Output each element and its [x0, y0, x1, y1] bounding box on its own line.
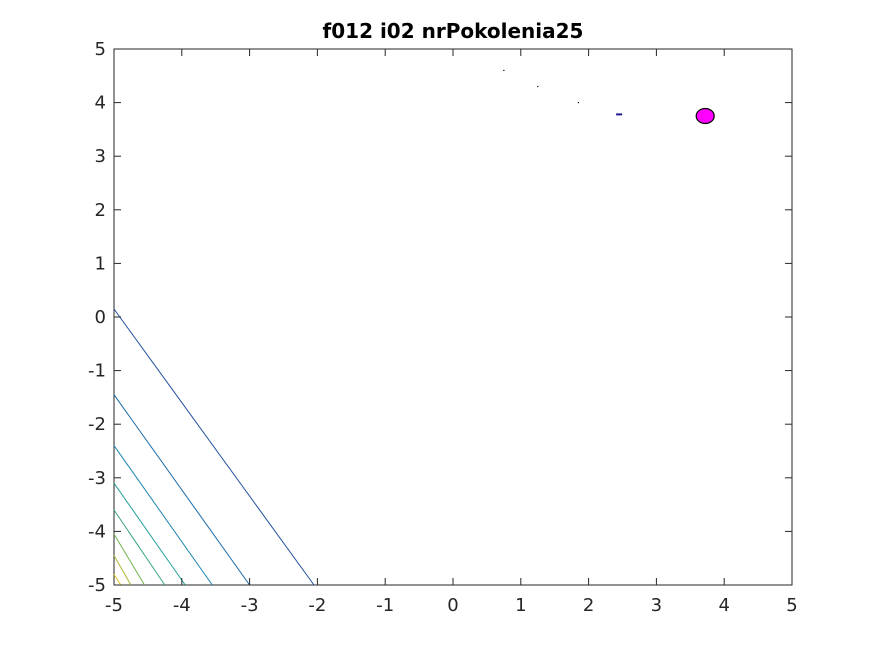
x-tick-label: 0: [447, 595, 458, 616]
contour-line-1: [113, 308, 315, 586]
y-axis: 5 4 3 2 1 0 -1 -2 -3 -4 -5: [88, 39, 792, 596]
population-points: [503, 69, 715, 125]
chart-title: f012 i02 nrPokolenia25: [323, 19, 584, 43]
plot-area: [113, 48, 793, 586]
y-tick-label: -5: [88, 575, 106, 596]
contour-line-2: [113, 394, 251, 586]
y-tick-label: -3: [88, 468, 106, 489]
y-tick-label: 3: [95, 146, 106, 167]
y-tick-label: 4: [95, 93, 106, 114]
contour-line-8: [113, 574, 122, 586]
contour-line-3: [113, 445, 213, 586]
y-tick-label: -4: [88, 521, 106, 542]
population-point-2: [537, 85, 539, 88]
y-tick-label: 2: [95, 200, 106, 221]
x-tick-label: -4: [173, 595, 191, 616]
x-tick-label: -2: [308, 595, 326, 616]
x-tick-label: 1: [515, 595, 526, 616]
y-tick-label: 1: [95, 253, 106, 274]
x-tick-label: 5: [786, 595, 797, 616]
contour-line-6: [113, 533, 145, 586]
y-tick-label: -2: [88, 414, 106, 435]
contour-line-5: [113, 509, 166, 586]
x-tick-label: -3: [241, 595, 259, 616]
contour-line-4: [113, 482, 186, 586]
y-tick-label: 5: [95, 39, 106, 60]
x-tick-label: 4: [718, 595, 729, 616]
x-tick-label: -5: [105, 595, 123, 616]
y-tick-label: 0: [95, 307, 106, 328]
x-axis: -5 -4 -3 -2 -1 0 1 2 3 4 5: [105, 49, 798, 616]
x-tick-label: -1: [376, 595, 394, 616]
best-point-marker: [695, 107, 715, 125]
x-tick-label: 2: [583, 595, 594, 616]
x-tick-label: 3: [651, 595, 662, 616]
population-point-3: [577, 102, 580, 104]
contour-line-7: [113, 555, 132, 586]
population-point-1: [503, 69, 505, 72]
y-tick-label: -1: [88, 361, 106, 382]
contour-lines: [113, 308, 315, 586]
